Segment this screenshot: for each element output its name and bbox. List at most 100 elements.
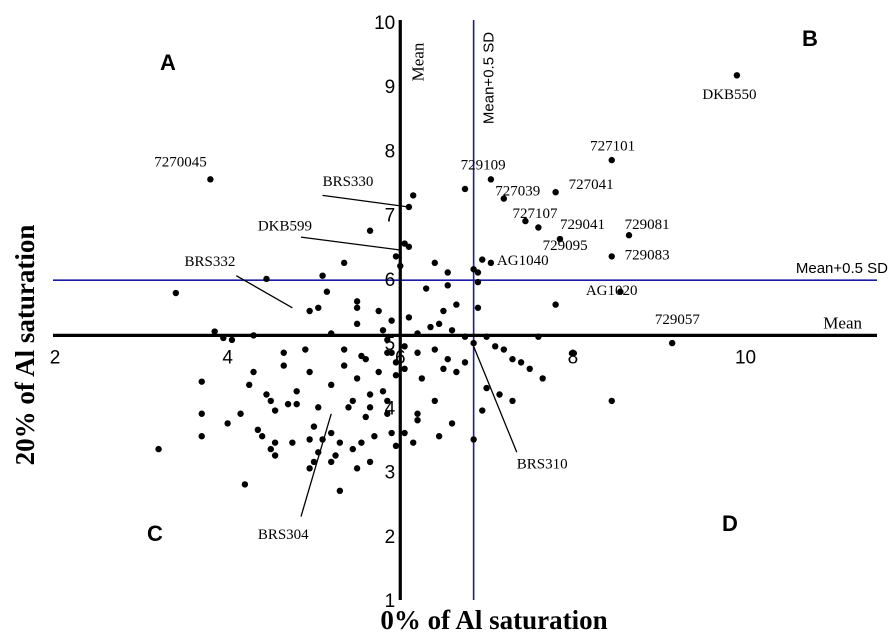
data-point	[474, 278, 482, 286]
data-point	[474, 304, 482, 311]
data-point	[668, 339, 676, 347]
data-point	[392, 359, 400, 366]
data-point	[608, 397, 615, 405]
data-point	[444, 269, 451, 276]
data-point	[487, 176, 495, 183]
y-tick-label: 1	[385, 591, 396, 612]
data-point	[336, 487, 344, 495]
data-point	[410, 439, 417, 446]
data-point	[414, 410, 421, 417]
data-point	[345, 404, 352, 411]
data-point	[444, 282, 451, 289]
data-point	[246, 381, 253, 389]
data-point	[349, 397, 356, 405]
data-point	[267, 445, 274, 453]
data-point	[310, 458, 318, 466]
data-point	[397, 262, 404, 270]
y-axis-title: 20% of Al saturation	[10, 225, 40, 466]
data-point	[384, 410, 391, 417]
data-point	[556, 235, 564, 243]
data-point	[479, 407, 486, 414]
data-point	[328, 429, 335, 437]
data-point	[366, 404, 374, 411]
data-point	[293, 400, 300, 408]
data-point	[388, 317, 395, 324]
data-point	[392, 442, 400, 450]
data-point	[263, 391, 270, 398]
data-point	[340, 259, 348, 267]
data-point	[371, 433, 378, 440]
data-point	[435, 433, 443, 440]
data-point	[340, 362, 348, 369]
data-point	[353, 375, 361, 382]
data-point	[440, 365, 447, 372]
data-point	[353, 304, 361, 311]
data-point	[448, 327, 456, 334]
data-point	[569, 349, 577, 356]
data-point	[353, 320, 361, 328]
point-label-729057: 729057	[655, 312, 701, 328]
data-point	[293, 388, 300, 395]
data-point	[362, 413, 369, 421]
reference-lines: Mean Mean+0.5 SD Mean Mean+0.5 SD	[53, 20, 888, 600]
point-labels: DKB550 7270045 727101 729109 BRS330 727039 727…	[154, 87, 756, 543]
data-point	[500, 346, 508, 353]
data-point	[535, 333, 542, 340]
point-label-brs304: BRS304	[258, 527, 309, 543]
y-tick-label: 9	[385, 77, 396, 98]
sd-horizontal-label: Mean+0.5 SD	[796, 260, 888, 277]
data-point	[414, 349, 421, 356]
point-label-brs330: BRS330	[323, 174, 374, 190]
data-point	[535, 224, 542, 231]
data-point	[315, 404, 322, 411]
data-point	[237, 410, 244, 417]
data-point	[198, 378, 205, 385]
data-point	[271, 439, 279, 446]
data-point	[224, 420, 231, 427]
data-point	[405, 314, 413, 321]
data-point	[448, 420, 456, 427]
data-point	[405, 203, 413, 211]
data-point	[198, 433, 205, 440]
sd-vertical-label: Mean+0.5 SD	[481, 32, 498, 124]
point-label-ag1020: AG1020	[586, 283, 638, 299]
data-point	[228, 336, 236, 344]
data-point	[375, 307, 382, 315]
data-point	[323, 288, 331, 295]
data-point	[220, 334, 227, 342]
y-tick-label: 5	[385, 334, 396, 355]
data-point	[310, 423, 318, 430]
data-point	[509, 397, 516, 405]
data-point	[211, 328, 218, 335]
data-point	[422, 285, 430, 292]
data-point	[306, 368, 313, 376]
data-point	[172, 289, 180, 297]
data-point	[241, 481, 249, 488]
point-label-brs332: BRS332	[184, 254, 235, 270]
data-point	[483, 333, 490, 340]
data-point	[250, 332, 257, 339]
leader-line-3	[473, 346, 518, 453]
data-point	[522, 217, 529, 225]
data-point	[401, 343, 408, 350]
data-point	[263, 275, 270, 283]
data-point	[414, 330, 421, 337]
data-point	[440, 307, 447, 315]
point-label-7270045: 7270045	[154, 155, 207, 171]
data-point	[384, 336, 391, 344]
point-label-729095: 729095	[543, 238, 588, 254]
data-point	[375, 368, 382, 376]
data-point	[362, 355, 369, 363]
data-point	[366, 227, 374, 234]
data-point	[431, 259, 438, 267]
data-point	[267, 397, 274, 405]
data-point	[733, 72, 741, 79]
data-point	[358, 439, 365, 446]
data-point	[470, 436, 477, 443]
data-point	[379, 327, 387, 334]
leader-line-4	[300, 413, 332, 517]
data-point	[271, 452, 279, 459]
